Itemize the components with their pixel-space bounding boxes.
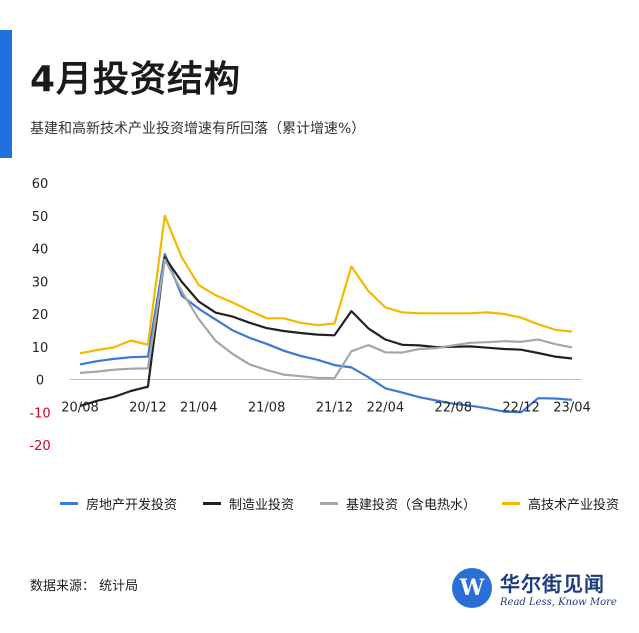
page-title: 4月投资结构 [30,59,242,100]
brand-logo: W 华尔街见闻 Read Less, Know More [452,568,617,608]
x-tick-label: 20/08 [61,401,98,416]
legend-item: 高技术产业投资 [502,494,619,513]
accent-bar [0,30,12,158]
x-tick-label: 22/08 [435,401,472,416]
series-line [79,258,573,380]
brand-mark-icon: W [452,568,492,608]
brand-tagline: Read Less, Know More [500,597,617,608]
x-tick-label: 21/12 [316,401,353,416]
y-tick-label: 60 [32,177,49,192]
legend-item: 基建投资（含电热水） [320,494,476,513]
data-source: 数据来源： 统计局 [30,579,139,594]
legend-label: 基建投资（含电热水） [346,498,477,513]
legend-swatch [203,502,222,505]
x-tick-label: 23/04 [553,401,590,416]
legend-swatch [502,502,521,505]
y-tick-label: 40 [32,243,49,258]
y-tick-label: 0 [36,374,44,389]
x-tick-label: 20/12 [129,401,166,416]
x-tick-label: 22/12 [502,401,539,416]
legend-label: 制造业投资 [229,498,295,513]
legend-item: 制造业投资 [203,494,294,513]
line-chart: -20 -10 0 10 20 30 40 50 60 20/08 20/12 21/04 21/08 2… [29,177,590,454]
legend-label: 高技术产业投资 [528,498,620,513]
y-tick-label: 20 [32,308,49,323]
x-tick-label: 22/04 [367,401,404,416]
y-tick-label: 30 [32,275,49,290]
y-tick-label: 10 [32,341,49,356]
brand-name: 华尔街见闻 [500,572,605,596]
page-subtitle: 基建和高新技术产业投资增速有所回落（累计增速%） [30,121,366,137]
x-tick-label: 21/08 [248,401,285,416]
legend-item: 房地产开发投资 [60,494,177,513]
series-line [79,214,573,355]
y-tick-label: 50 [32,210,49,225]
y-tick-label: -10 [29,406,50,421]
x-tick-label: 21/04 [180,401,217,416]
y-tick-label: -20 [29,439,50,454]
legend-swatch [320,502,339,505]
chart-legend: 房地产开发投资 制造业投资 基建投资（含电热水） 高技术产业投资 [60,494,619,513]
legend-label: 房地产开发投资 [86,498,178,513]
legend-swatch [60,502,78,505]
